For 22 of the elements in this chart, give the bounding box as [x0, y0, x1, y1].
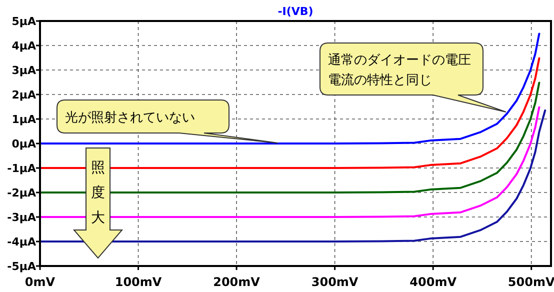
chart-title: -I(VB) — [278, 5, 314, 18]
y-tick-label: -2µA — [7, 186, 36, 200]
y-tick-label: -1µA — [7, 162, 36, 175]
annotation: 光が照射されていない — [65, 110, 195, 126]
y-tick-label: 4µA — [12, 40, 36, 52]
x-tick-label: 400mV — [410, 275, 458, 289]
line-series — [39, 32, 540, 144]
x-tick-label: 200mV — [213, 275, 261, 289]
y-tick-label: 5µA — [12, 15, 36, 28]
y-tick-label: -4µA — [7, 236, 36, 248]
y-tick-label: 1µA — [12, 113, 36, 126]
x-tick-label: 300mV — [311, 275, 359, 289]
y-tick-label: 3µA — [12, 64, 36, 77]
y-tick-label: -3µA — [7, 211, 36, 224]
annotation: 照度大 — [91, 160, 105, 226]
y-tick-label: -5µA — [7, 260, 36, 273]
line-series — [39, 109, 546, 242]
y-tick-label: 0µA — [12, 138, 36, 150]
x-tick-label: 100mV — [114, 275, 162, 289]
x-tick-label: 0mV — [24, 275, 56, 289]
y-tick-label: 2µA — [12, 88, 36, 102]
annotation: 通常のダイオードの電圧電流の特性と同じ — [328, 53, 471, 88]
